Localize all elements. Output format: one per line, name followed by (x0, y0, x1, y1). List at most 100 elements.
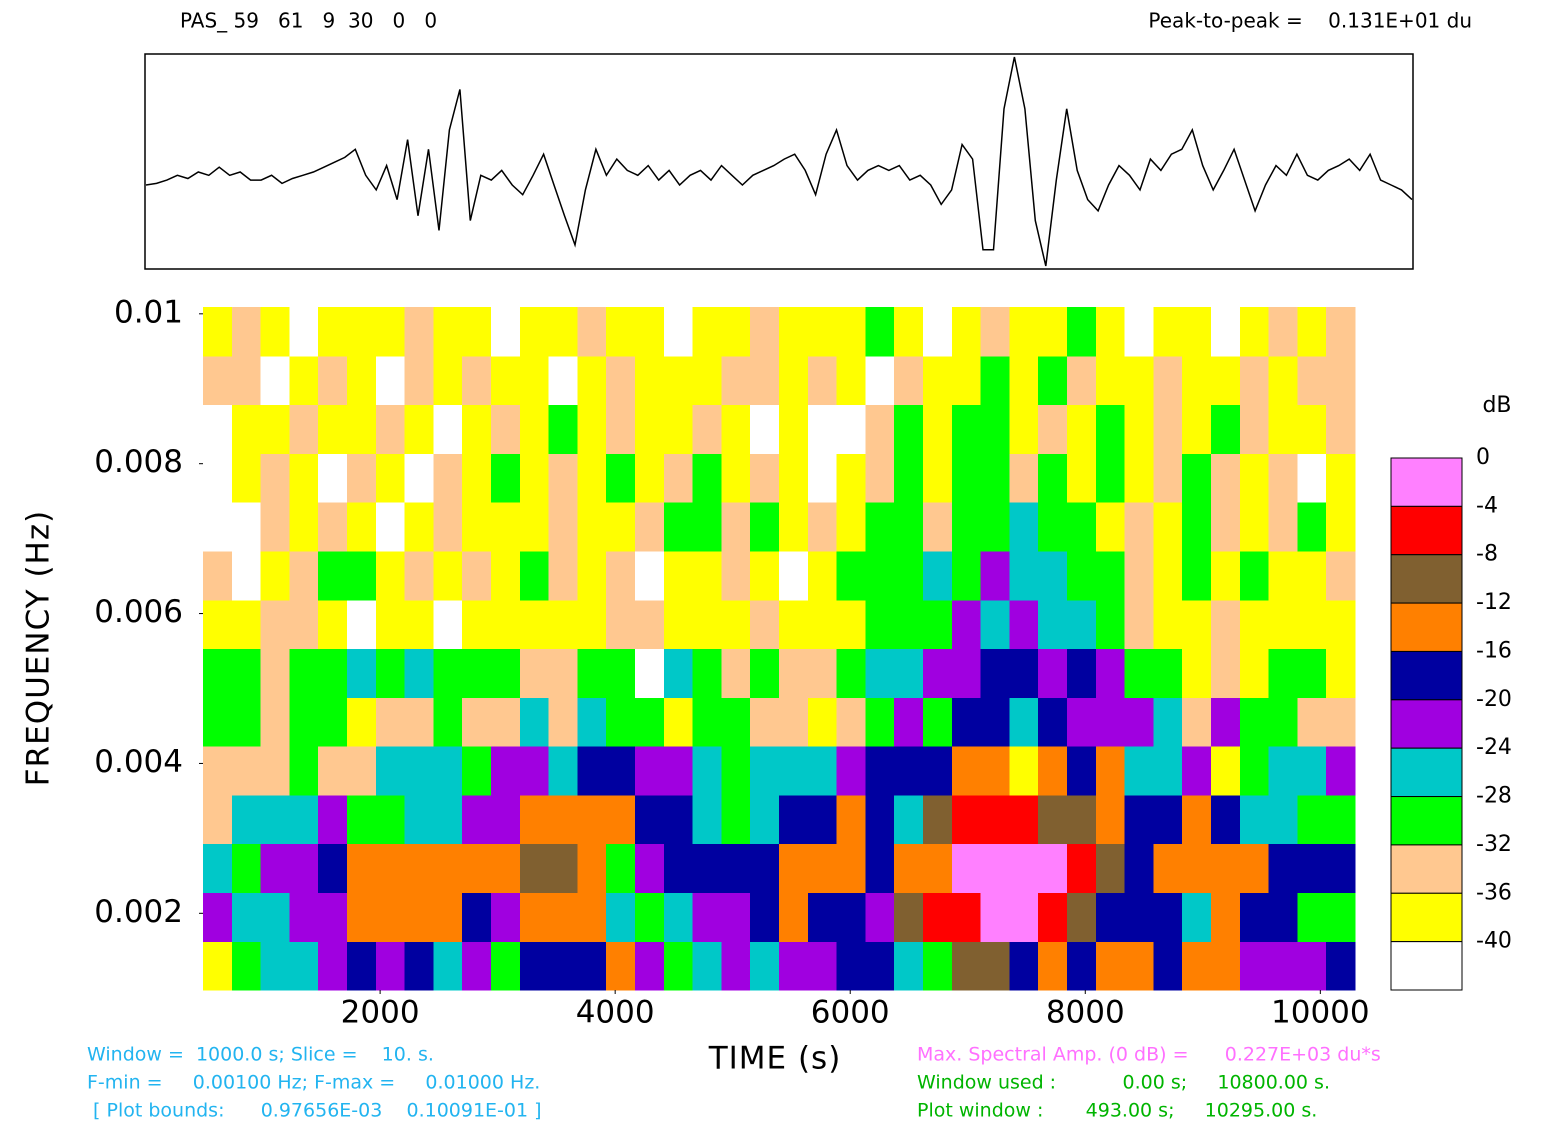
cell (692, 453, 722, 503)
cell (635, 355, 665, 406)
cell (433, 355, 463, 406)
cell (692, 550, 722, 601)
cell (951, 746, 982, 796)
cell (750, 843, 780, 894)
cell (1239, 746, 1270, 796)
cell (1326, 648, 1356, 698)
cell (1067, 453, 1097, 503)
cell (951, 697, 982, 747)
cell (894, 892, 924, 942)
cell (923, 355, 953, 406)
colorbar-tick-label: -40 (1476, 929, 1512, 954)
cell (1268, 648, 1298, 698)
cell (1211, 404, 1241, 454)
cell (347, 843, 377, 894)
cell (347, 502, 377, 552)
cell (721, 746, 751, 796)
cell (519, 892, 550, 942)
cell (663, 941, 694, 991)
cell (519, 355, 550, 406)
cell (721, 892, 751, 942)
cell (491, 307, 521, 357)
cell (1124, 355, 1154, 406)
cell (894, 502, 924, 552)
cell (692, 746, 722, 796)
cell (289, 307, 319, 357)
cell (635, 941, 665, 991)
cell (606, 843, 636, 894)
cell (1067, 599, 1097, 650)
cell (548, 502, 578, 552)
cell (548, 648, 578, 698)
cell (692, 599, 722, 650)
colorbar-swatch (1390, 505, 1463, 556)
cell (894, 355, 924, 406)
cell (260, 794, 290, 845)
cell (577, 697, 607, 747)
colorbar-tick-label: -16 (1476, 638, 1512, 663)
info-right-title: Max. Spectral Amp. (0 dB) = 0.227E+03 du… (917, 1044, 1381, 1066)
cell (951, 502, 982, 552)
cell (1067, 307, 1097, 357)
cell (577, 550, 607, 601)
cell (203, 697, 233, 747)
cell (347, 453, 377, 503)
cell (491, 648, 521, 698)
cell (347, 355, 377, 406)
cell (203, 453, 233, 503)
cell (865, 453, 895, 503)
cell (663, 843, 694, 894)
colorbar-swatch (1390, 747, 1463, 798)
cell (692, 355, 722, 406)
cell (1153, 404, 1183, 454)
colorbar-tick-label: -20 (1476, 687, 1512, 712)
cell (1297, 404, 1327, 454)
cell (1326, 453, 1356, 503)
cell (807, 941, 838, 991)
station-header: PAS_ 59 61 9 30 0 0 (180, 9, 437, 33)
cell (1182, 404, 1212, 454)
cell (1124, 697, 1154, 747)
cell (1211, 502, 1241, 552)
y-axis-label: FREQUENCY (Hz) (21, 510, 57, 787)
cell (1124, 843, 1154, 894)
cell (750, 404, 780, 454)
cell (779, 550, 809, 601)
cell (1182, 599, 1212, 650)
cell (462, 599, 492, 650)
cell (231, 355, 262, 406)
cell (289, 599, 319, 650)
cell (951, 307, 982, 357)
cell (894, 794, 924, 845)
cell (260, 648, 290, 698)
cell (865, 355, 895, 406)
cell (807, 746, 838, 796)
cell (1009, 941, 1039, 991)
cell (203, 941, 233, 991)
cell (318, 843, 348, 894)
cell (318, 941, 348, 991)
cell (289, 941, 319, 991)
cell (577, 794, 607, 845)
cell (635, 648, 665, 698)
cell (1268, 307, 1298, 357)
cell (894, 307, 924, 357)
cell (807, 599, 838, 650)
cell (721, 355, 751, 406)
cell (865, 648, 895, 698)
cell (433, 794, 463, 845)
cell (347, 892, 377, 942)
cell (375, 599, 406, 650)
cell (1326, 746, 1356, 796)
cell (980, 453, 1010, 503)
cell (750, 746, 780, 796)
cell (433, 892, 463, 942)
cell (289, 843, 319, 894)
cell (404, 794, 434, 845)
cell (923, 453, 953, 503)
cell (347, 307, 377, 357)
cell (1239, 404, 1270, 454)
cell (548, 746, 578, 796)
cell (260, 453, 290, 503)
cell (894, 697, 924, 747)
